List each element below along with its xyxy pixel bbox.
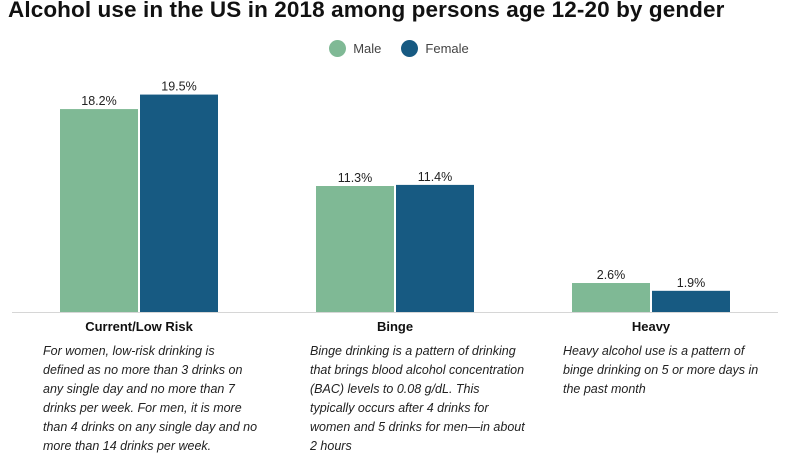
data-label-male-binge: 11.3% <box>338 171 373 185</box>
x-tick-label-heavy: Heavy <box>632 319 671 334</box>
bar-male-binge <box>316 186 394 312</box>
legend-label-male: Male <box>353 41 382 56</box>
bar-male-heavy <box>572 283 650 312</box>
data-label-male-current-low-risk: 18.2% <box>81 94 116 108</box>
note-current-low-risk: For women, low-risk drinking is defined … <box>43 344 258 453</box>
bar-female-current-low-risk <box>140 94 218 312</box>
data-label-female-heavy: 1.9% <box>677 276 706 290</box>
data-label-female-binge: 11.4% <box>418 170 453 184</box>
bar-female-binge <box>396 184 474 312</box>
x-tick-label-current-low-risk: Current/Low Risk <box>85 319 193 334</box>
legend-item-female: Female <box>401 40 469 57</box>
note-binge: Binge drinking is a pattern of drinking … <box>310 344 525 453</box>
x-tick-label-binge: Binge <box>377 319 413 334</box>
legend-swatch-male <box>329 40 347 57</box>
legend-item-male: Male <box>329 40 381 57</box>
note-heavy: Heavy alcohol use is a pattern of binge … <box>563 344 759 396</box>
legend: Male Female <box>0 40 798 57</box>
data-label-female-current-low-risk: 19.5% <box>161 80 196 94</box>
bar-female-heavy <box>652 290 730 312</box>
legend-swatch-female <box>401 40 419 57</box>
bar-male-current-low-risk <box>60 109 138 312</box>
data-label-male-heavy: 2.6% <box>597 268 626 282</box>
chart-title: Alcohol use in the US in 2018 among pers… <box>8 0 725 22</box>
legend-label-female: Female <box>425 41 469 56</box>
